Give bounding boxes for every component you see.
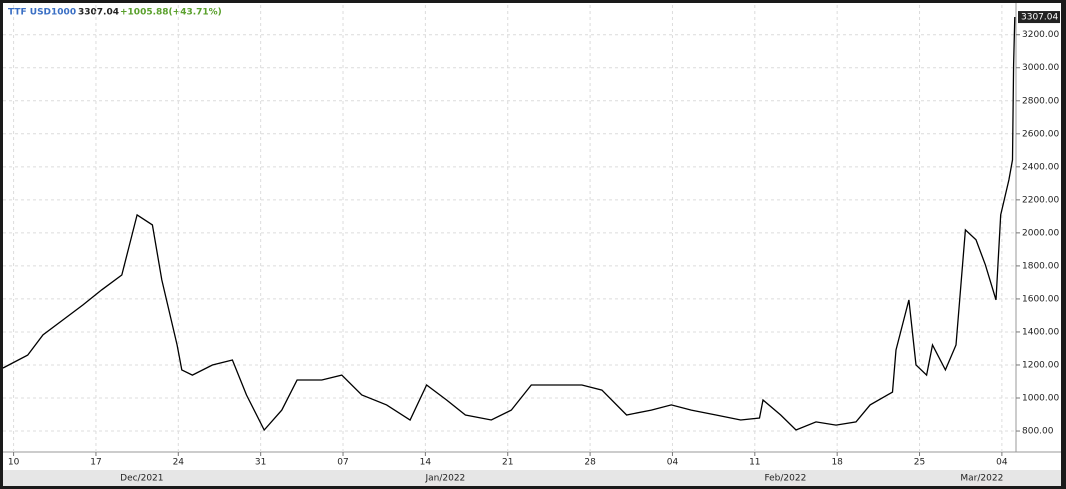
- x-tick-label: 24: [173, 458, 185, 468]
- x-tick-label: 10: [8, 458, 20, 468]
- month-band: [3, 470, 1061, 486]
- x-tick-label: 17: [90, 458, 101, 468]
- last-price: 3307.04: [78, 8, 119, 18]
- y-tick-label: 1000.00: [1022, 394, 1059, 404]
- price-line: [2, 16, 1016, 432]
- symbol: TTF USD1000: [8, 8, 76, 18]
- month-label: Mar/2022: [960, 474, 1003, 484]
- last-price-tag-label: 3307.04: [1021, 13, 1058, 23]
- y-tick-label: 1200.00: [1022, 360, 1059, 370]
- x-tick-label: 11: [749, 458, 760, 468]
- y-tick-label: 2800.00: [1022, 96, 1059, 106]
- x-tick-label: 04: [996, 458, 1008, 468]
- y-tick-label: 1600.00: [1022, 294, 1059, 304]
- last-price-tag: [1018, 11, 1060, 24]
- x-tick-label: 04: [667, 458, 679, 468]
- x-tick-label: 14: [420, 458, 432, 468]
- y-tick-label: 1400.00: [1022, 327, 1059, 337]
- x-tick-label: 31: [255, 458, 266, 468]
- y-tick-label: 2400.00: [1022, 162, 1059, 172]
- month-label: Dec/2021: [120, 474, 163, 484]
- y-tick-label: 2600.00: [1022, 129, 1059, 139]
- chart-background: [3, 3, 1061, 486]
- month-label: Feb/2022: [764, 474, 806, 484]
- y-tick-label: 800.00: [1022, 427, 1054, 437]
- y-tick-label: 3000.00: [1022, 63, 1059, 73]
- x-tick-label: 07: [337, 458, 348, 468]
- x-tick-label: 25: [914, 458, 925, 468]
- y-tick-label: 2200.00: [1022, 195, 1059, 205]
- y-tick-label: 3200.00: [1022, 30, 1059, 40]
- price-change: +1005.88(+43.71%): [120, 8, 222, 18]
- month-label: Jan/2022: [424, 474, 465, 484]
- y-tick-label: 1800.00: [1022, 261, 1059, 271]
- y-tick-label: 2000.00: [1022, 228, 1059, 238]
- x-tick-label: 18: [831, 458, 843, 468]
- x-tick-label: 28: [584, 458, 596, 468]
- x-tick-label: 21: [502, 458, 513, 468]
